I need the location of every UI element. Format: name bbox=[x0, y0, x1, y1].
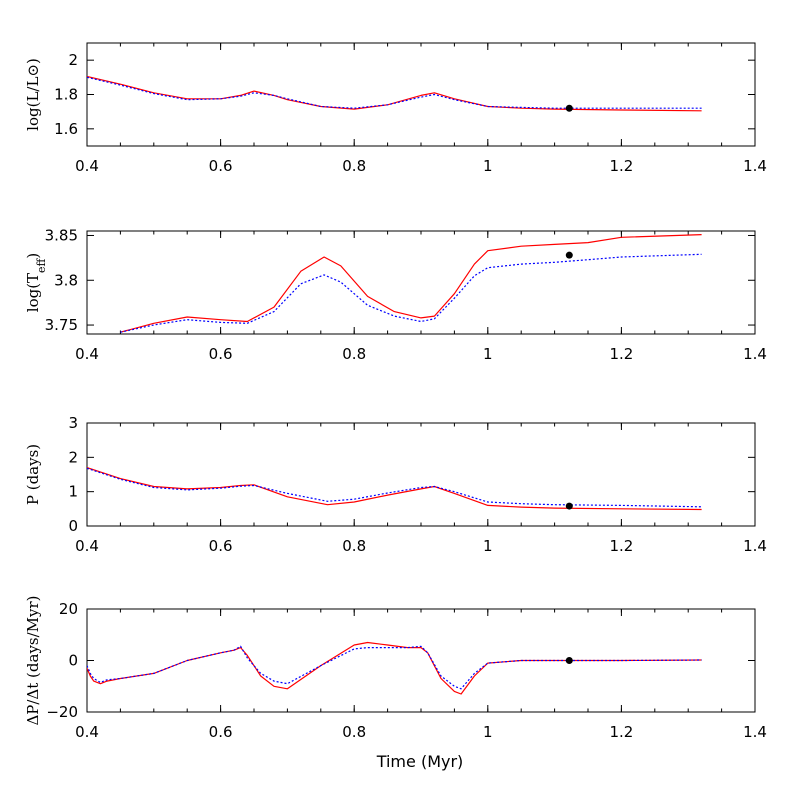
x-axis-title: Time (Myr) bbox=[376, 752, 464, 771]
y-tick-label: 3.8 bbox=[54, 271, 78, 289]
x-tick-label: 0.6 bbox=[209, 345, 233, 363]
plot-frame bbox=[86, 422, 756, 527]
series-solid-line bbox=[120, 234, 702, 333]
y-axis-title: log(Teff) bbox=[24, 253, 48, 312]
x-tick-label: 1.4 bbox=[743, 537, 767, 555]
y-tick-label: 20 bbox=[59, 600, 78, 618]
panel-4: 0.4 0.6 0.8 1 1.2 1.4 −20 0 20 ΔP/Δt (days/Myr) bbox=[24, 595, 767, 741]
x-tick-label: 1.2 bbox=[609, 157, 633, 175]
x-tick-label: 0.4 bbox=[75, 537, 99, 555]
x-tick-label: 0.8 bbox=[342, 723, 366, 741]
x-tick-label: 1 bbox=[483, 345, 493, 363]
x-tick-label: 0.8 bbox=[342, 537, 366, 555]
x-tick-label: 1.4 bbox=[743, 157, 767, 175]
x-tick-label: 1 bbox=[483, 537, 493, 555]
y-tick-label: 0 bbox=[68, 652, 78, 670]
panel-2: 0.4 0.6 0.8 1 1.2 1.4 3.75 3.8 3.85 log(Teff) bbox=[24, 226, 767, 363]
x-tick-label: 1.2 bbox=[609, 723, 633, 741]
x-tick-label: 0.4 bbox=[75, 157, 99, 175]
x-tick-label: 0.6 bbox=[209, 723, 233, 741]
x-tick-label: 1.4 bbox=[743, 345, 767, 363]
x-tick-label: 1 bbox=[483, 723, 493, 741]
panel-1: 0.4 0.6 0.8 1 1.2 1.4 1.6 1.8 2 log(L/L⊙) bbox=[24, 42, 767, 175]
plot-frame bbox=[86, 42, 756, 147]
observed-point-marker bbox=[565, 104, 573, 112]
y-tick-label: 3.75 bbox=[45, 316, 78, 334]
x-tick-label: 0.8 bbox=[342, 157, 366, 175]
series-solid-line bbox=[87, 467, 702, 511]
x-tick-label: 0.4 bbox=[75, 723, 99, 741]
y-axis-title: ΔP/Δt (days/Myr) bbox=[24, 595, 42, 725]
x-tick-label: 1 bbox=[483, 157, 493, 175]
y-tick-label: 3.85 bbox=[45, 226, 78, 244]
y-tick-label: 0 bbox=[68, 517, 78, 535]
x-tick-label: 1.4 bbox=[743, 723, 767, 741]
x-tick-label: 0.6 bbox=[209, 157, 233, 175]
y-axis-title: P (days) bbox=[24, 444, 42, 505]
y-tick-label: 1.6 bbox=[54, 120, 78, 138]
y-tick-label: 2 bbox=[68, 51, 78, 69]
teff-subscript: eff bbox=[35, 257, 48, 273]
x-tick-label: 0.4 bbox=[75, 345, 99, 363]
x-tick-label: 1.2 bbox=[609, 537, 633, 555]
series-dotted-line bbox=[120, 253, 702, 333]
y-tick-label: 1.8 bbox=[54, 86, 78, 104]
y-tick-label: 3 bbox=[68, 414, 78, 432]
y-tick-label: −20 bbox=[46, 703, 78, 721]
series-dotted-line bbox=[87, 467, 702, 508]
observed-point-marker bbox=[565, 502, 573, 510]
plot-frame bbox=[86, 230, 756, 335]
x-tick-label: 1.2 bbox=[609, 345, 633, 363]
series-dotted-line bbox=[87, 645, 702, 690]
series-solid-line bbox=[87, 641, 702, 695]
panel-3: 0.4 0.6 0.8 1 1.2 1.4 0 1 2 3 P (days) bbox=[24, 414, 767, 555]
series-solid-line bbox=[87, 75, 702, 112]
y-axis-title: log(L/L⊙) bbox=[24, 58, 42, 131]
observed-point-marker bbox=[565, 251, 573, 259]
observed-point-marker bbox=[565, 657, 573, 664]
x-tick-label: 0.6 bbox=[209, 537, 233, 555]
series-dotted-line bbox=[87, 76, 702, 109]
y-tick-label: 2 bbox=[68, 448, 78, 466]
x-tick-label: 0.8 bbox=[342, 345, 366, 363]
y-tick-label: 1 bbox=[68, 483, 78, 501]
